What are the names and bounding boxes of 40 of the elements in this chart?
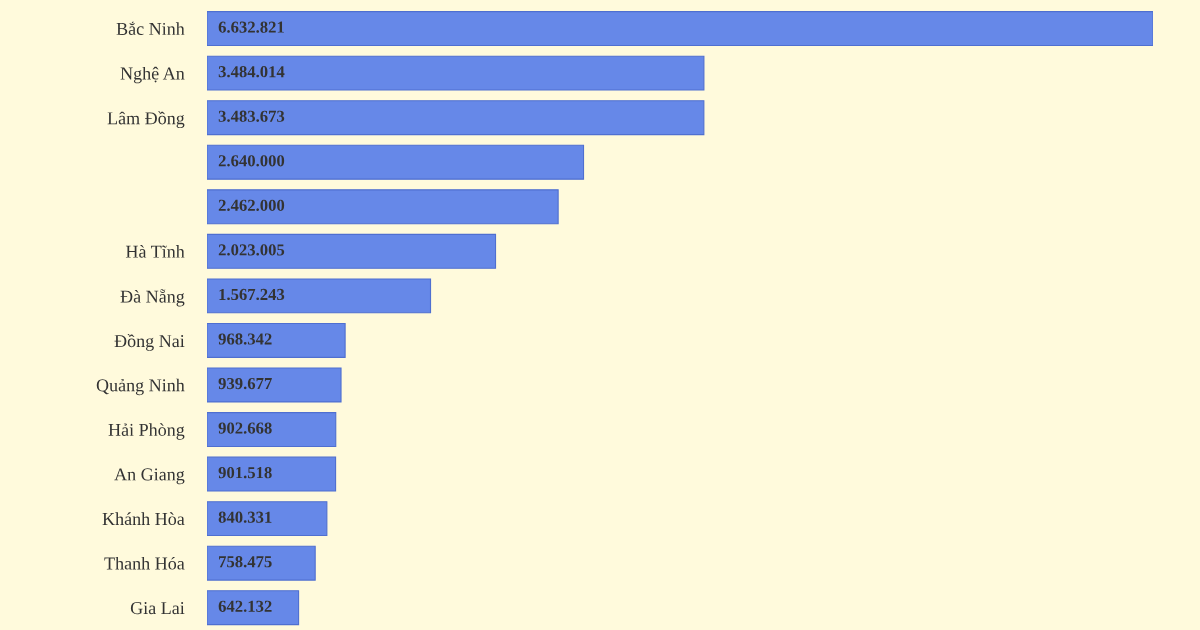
data-label: 840.331 (218, 511, 272, 523)
bar (207, 233, 497, 269)
y-tick-label: Gia Lai (130, 602, 185, 615)
bar (207, 412, 337, 448)
data-label: 902.668 (218, 422, 272, 434)
data-label: 939.677 (218, 377, 272, 390)
y-tick-label: An Giang (114, 468, 185, 485)
data-label: 2.023.005 (218, 244, 285, 256)
y-tick-label: Hà Tĩnh (125, 245, 185, 258)
data-label: 2.462.000 (218, 199, 285, 212)
data-label: 2.640.000 (218, 155, 285, 167)
bar (207, 278, 432, 314)
data-label: 1.567.243 (219, 288, 285, 301)
y-tick-label: Bắc Ninh (116, 21, 185, 36)
y-tick-label: Hải Phòng (108, 423, 185, 440)
bar (207, 590, 300, 626)
bar (207, 100, 705, 136)
y-tick-label: Đồng Nai (114, 333, 185, 351)
bar (207, 367, 342, 403)
data-label: 3.484.014 (218, 66, 285, 78)
bar (207, 322, 346, 358)
y-tick-label: Thanh Hóa (104, 556, 185, 570)
bar (207, 11, 1153, 47)
bar (207, 55, 705, 91)
bar (207, 144, 585, 180)
y-tick-label: Nghệ An (120, 66, 185, 84)
y-tick-label: Quảng Ninh (96, 378, 185, 396)
y-tick-label: Khánh Hòa (102, 512, 185, 526)
bar (207, 545, 316, 581)
data-label: 968.342 (218, 333, 272, 345)
data-label: 3.483.673 (218, 110, 285, 122)
y-tick-label: Lâm Đồng (107, 111, 185, 129)
bar (207, 456, 337, 492)
data-label: 758.475 (219, 556, 272, 568)
data-label: 642.132 (218, 600, 272, 612)
bar (207, 189, 559, 225)
bar (207, 501, 328, 537)
data-label: 901.518 (218, 467, 272, 479)
y-tick-label: Đà Nẵng (120, 289, 185, 307)
data-label: 6.632.821 (218, 21, 284, 33)
